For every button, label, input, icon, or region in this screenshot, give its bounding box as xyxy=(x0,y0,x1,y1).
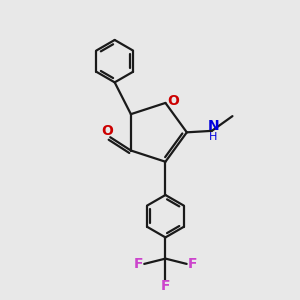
Text: O: O xyxy=(167,94,179,109)
Text: F: F xyxy=(134,257,143,271)
Text: N: N xyxy=(208,119,219,134)
Text: F: F xyxy=(161,279,170,293)
Text: H: H xyxy=(209,132,218,142)
Text: F: F xyxy=(188,257,197,271)
Text: O: O xyxy=(101,124,113,138)
